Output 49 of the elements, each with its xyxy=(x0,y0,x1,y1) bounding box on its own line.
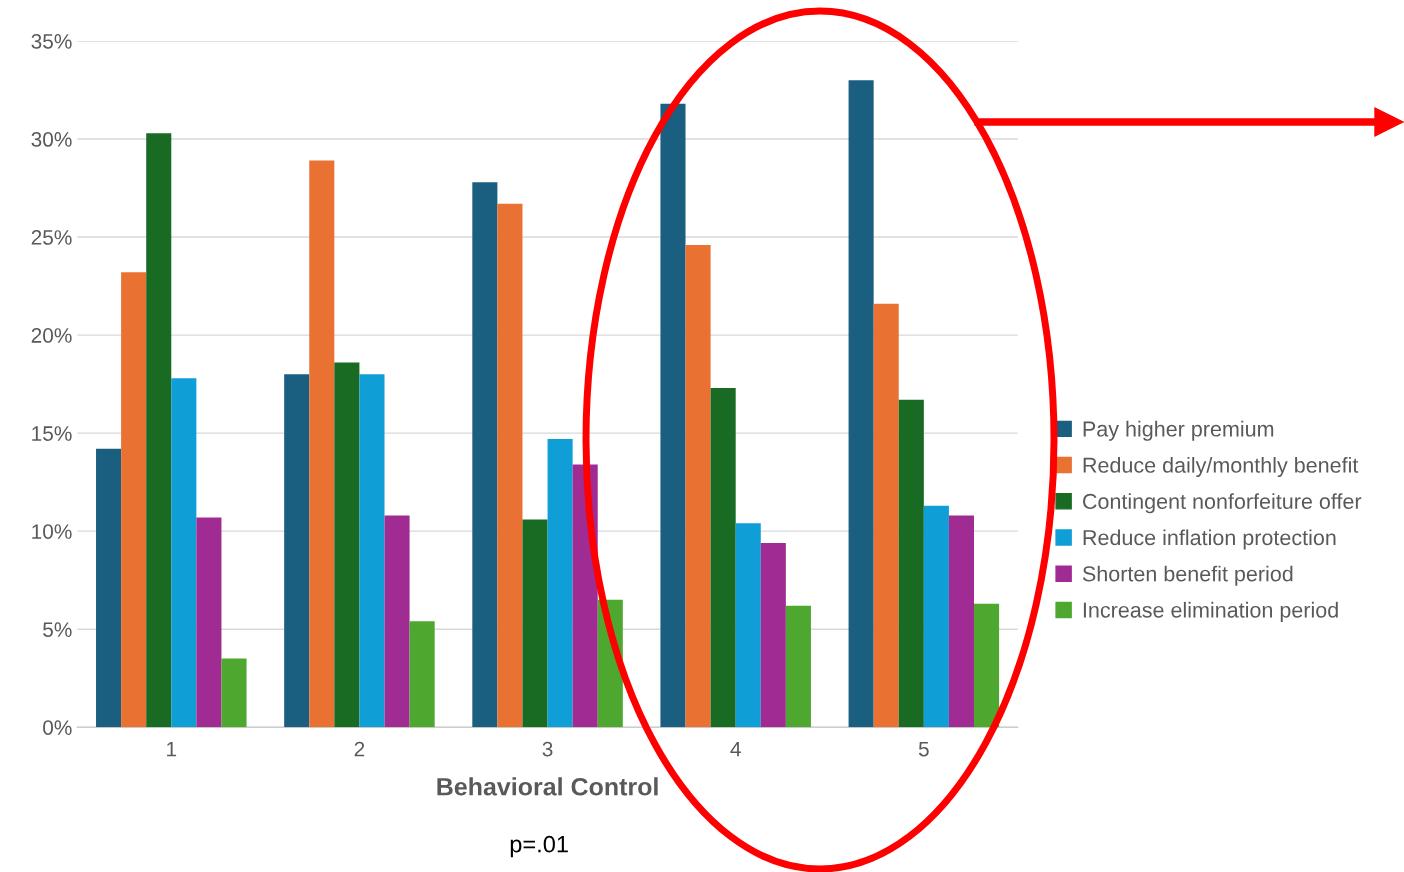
bar xyxy=(121,272,147,728)
x-tick-label: 5 xyxy=(918,741,929,757)
bar xyxy=(522,519,548,728)
bar xyxy=(873,303,899,728)
bar xyxy=(898,399,924,728)
bar xyxy=(171,378,197,728)
y-tick-label: 15% xyxy=(32,426,72,441)
y-tick-label: 20% xyxy=(31,328,72,343)
text: p=.01 xyxy=(510,835,568,858)
bar xyxy=(760,542,786,728)
bar xyxy=(221,658,247,728)
bar xyxy=(547,439,573,728)
bar xyxy=(848,80,874,728)
y-tick-label: 30% xyxy=(31,132,72,147)
bar xyxy=(923,505,949,728)
bar xyxy=(948,515,974,728)
y-tick-label: 10% xyxy=(32,524,72,539)
bar xyxy=(710,388,736,728)
bar xyxy=(309,160,335,728)
bar xyxy=(284,374,310,728)
legend-label: Reduce inflation protection xyxy=(1083,529,1336,550)
x-tick-label: 2 xyxy=(354,741,365,757)
bar xyxy=(785,605,811,728)
y-tick-label: 5% xyxy=(43,622,72,637)
y-tick-label: 25% xyxy=(31,230,72,245)
x-axis-title: Behavioral Control xyxy=(437,777,658,796)
legend-label: Reduce daily/monthly benefit xyxy=(1083,457,1359,478)
bar xyxy=(974,603,1000,728)
bar xyxy=(735,523,761,728)
bar xyxy=(497,203,523,728)
x-tick-label: 4 xyxy=(730,741,741,757)
x-tick-label: 1 xyxy=(167,741,177,757)
legend-label: Increase elimination period xyxy=(1083,601,1338,622)
bar xyxy=(96,448,122,728)
legend-label: Contingent nonforfeiture offer xyxy=(1083,493,1362,514)
bar xyxy=(384,515,410,728)
bar xyxy=(660,103,686,728)
bar xyxy=(146,133,172,728)
bar xyxy=(334,362,360,728)
x-tick-label: 3 xyxy=(542,741,553,757)
bar xyxy=(409,621,435,728)
bar xyxy=(196,517,222,728)
legend-label: Shorten benefit period xyxy=(1082,565,1293,586)
y-tick-label: 35% xyxy=(31,33,72,49)
bar xyxy=(359,374,385,728)
bar xyxy=(685,244,711,728)
legend-label: Pay higher premium xyxy=(1083,420,1274,441)
bar xyxy=(472,182,498,728)
y-tick-label: 0% xyxy=(43,720,72,735)
